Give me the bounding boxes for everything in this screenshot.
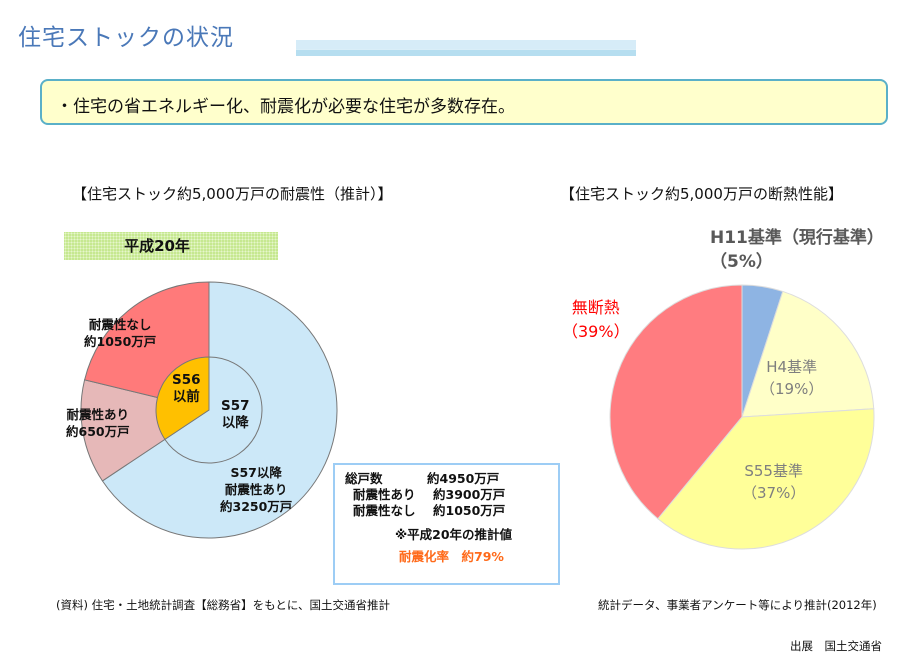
quake-inner-slice-1 xyxy=(155,356,210,441)
label-line: 耐震性あり xyxy=(66,407,130,422)
label-no-resistance: 耐震性なし約1050万戸 xyxy=(84,316,156,350)
left-source: (資料) 住宅・土地統計調査【総務省】をもとに、国土交通省推計 xyxy=(56,598,391,612)
no-label: 耐震性なし xyxy=(353,503,416,518)
label-line: 約650万戸 xyxy=(66,424,130,439)
total-value: 約4950万戸 xyxy=(427,471,500,486)
total-label: 総戸数 xyxy=(345,471,383,486)
label-line: 以降 xyxy=(221,415,249,431)
footer-credit: 出展 国土交通省 xyxy=(790,639,882,653)
label-pre-with-resistance: 耐震性あり約650万戸 xyxy=(66,406,130,440)
label-s56-before: S56 以前 xyxy=(172,372,201,406)
label-line: （5%） xyxy=(710,252,773,272)
yes-value: 約3900万戸 xyxy=(433,487,506,502)
label-line: 以前 xyxy=(172,389,200,405)
title-decoration-bar xyxy=(296,40,636,56)
label-line: H11基準（現行基準） xyxy=(710,228,884,248)
insulation-slice-2 xyxy=(657,408,875,550)
label-post-with-resistance: S57以降耐震性あり約3250万戸 xyxy=(220,464,292,515)
label-line: 耐震性あり xyxy=(224,482,288,497)
yes-label: 耐震性あり xyxy=(353,487,416,502)
label-line: S57以降 xyxy=(230,465,282,480)
label-line: H4基準 xyxy=(766,358,818,376)
label-s55: S55基準 （37%） xyxy=(742,460,805,504)
estimate-note: ※平成20年の推計値 xyxy=(394,527,513,542)
year-band: 平成20年 xyxy=(64,232,278,260)
label-h11: H11基準（現行基準） （5%） xyxy=(710,226,884,274)
insulation-slice-1 xyxy=(741,290,875,418)
summary-box: 総戸数 約4950万戸 耐震性あり 約3900万戸 耐震性なし 約1050万戸 ※平成… xyxy=(333,463,560,585)
label-line: （39%） xyxy=(562,322,630,341)
label-line: 耐震性なし xyxy=(88,317,152,332)
resistance-rate: 耐震化率 約79% xyxy=(399,549,504,564)
label-line: 約3250万戸 xyxy=(220,499,293,514)
label-h4: H4基準 （19%） xyxy=(760,356,823,400)
summary-callout: ・住宅の省エネルギー化、耐震化が必要な住宅が多数存在。 xyxy=(40,79,888,125)
label-line: （19%） xyxy=(760,380,824,398)
label-s57-after: S57 以降 xyxy=(221,398,250,432)
label-line: 無断熱 xyxy=(571,298,620,317)
label-line: 約1050万戸 xyxy=(84,334,157,349)
page-title: 住宅ストックの状況 xyxy=(18,25,234,51)
insulation-slice-3 xyxy=(609,284,743,520)
right-chart-title: 【住宅ストック約5,000万戸の断熱性能】 xyxy=(560,185,843,203)
label-line: S57 xyxy=(221,398,250,414)
left-chart-title: 【住宅ストック約5,000万戸の耐震性（推計）】 xyxy=(72,185,393,203)
quake-inner-slice-0 xyxy=(164,356,263,464)
right-source: 統計データ、事業者アンケート等により推計(2012年) xyxy=(598,598,877,612)
label-line: （37%） xyxy=(742,484,806,502)
label-line: S56 xyxy=(172,372,201,388)
label-no-insulation: 無断熱 （39%） xyxy=(562,296,630,344)
label-line: S55基準 xyxy=(744,462,803,480)
no-value: 約1050万戸 xyxy=(433,503,506,518)
